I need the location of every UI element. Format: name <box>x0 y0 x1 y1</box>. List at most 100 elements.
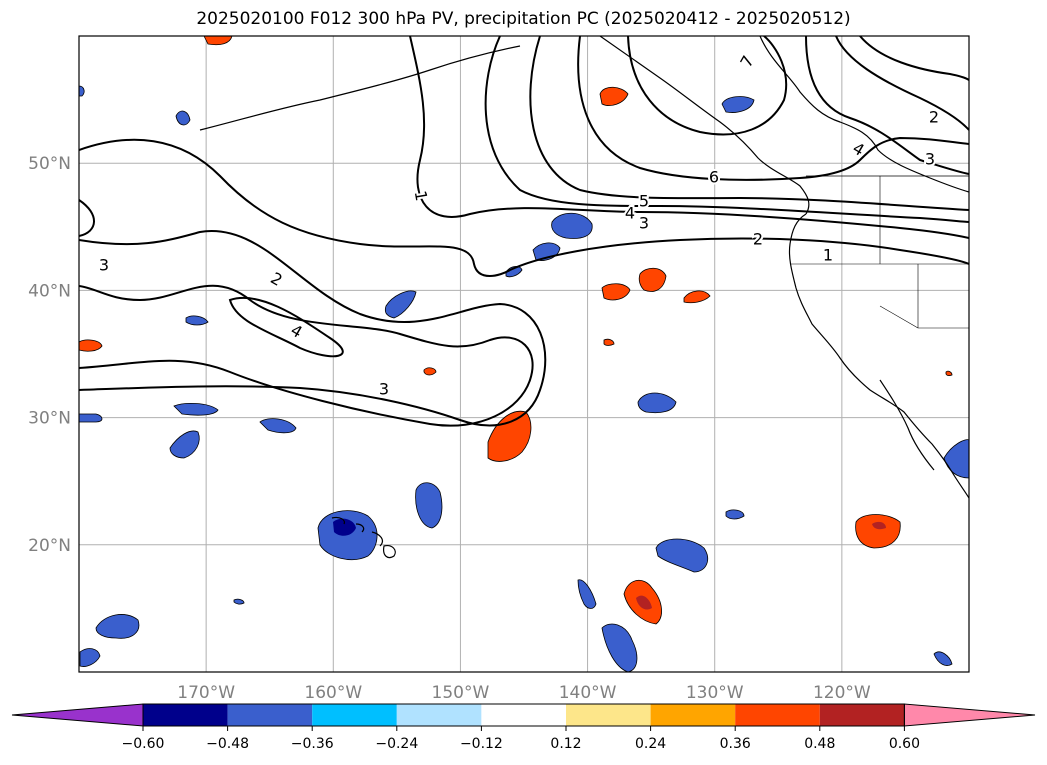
precip-positive-area <box>603 338 615 346</box>
lat-tick-label: 40°N <box>28 281 71 301</box>
colorbar-extend-max <box>903 703 1036 727</box>
colorbar-tick-label: 0.60 <box>889 736 920 752</box>
lat-tick-label: 50°N <box>28 154 71 174</box>
colorbar-segment <box>566 704 651 726</box>
colorbar-tick-label: −0.24 <box>375 736 418 752</box>
precip-negative-area <box>933 651 953 666</box>
latitude-labels: 50°N 40°N 30°N 20°N <box>28 154 71 556</box>
precip-negative-area <box>637 392 677 414</box>
alaska-coastline <box>599 36 810 215</box>
pv-contour-label: 6 <box>709 168 719 187</box>
lon-tick-label: 160°W <box>304 683 362 703</box>
aleutian-islands <box>199 45 521 131</box>
lon-tick-label: 150°W <box>432 683 490 703</box>
colorbar-segment <box>143 704 228 726</box>
pv-contour-label: 2 <box>753 230 763 249</box>
precip-positive-area <box>601 283 631 301</box>
pv-contour <box>409 36 969 239</box>
colorbar-segment <box>819 704 905 726</box>
pv-contour <box>79 199 95 237</box>
pv-contour <box>79 284 534 427</box>
colorbar-tick-label: 0.12 <box>550 736 581 752</box>
precip-negative-area <box>169 430 200 459</box>
pv-contour <box>577 36 969 181</box>
precip-negative-area <box>655 538 708 573</box>
pv-contour <box>627 36 788 136</box>
precip-positive-area <box>79 339 103 352</box>
precip-negative-area <box>721 96 755 113</box>
precip-positive-area <box>638 267 667 292</box>
west-coast-coastline <box>788 213 969 499</box>
colorbar-tick-label: −0.12 <box>460 736 503 752</box>
baja-coastline <box>879 379 935 471</box>
precip-negative-area <box>175 110 191 126</box>
precip-negative-area <box>79 648 101 667</box>
colorbar-extend-min <box>11 703 144 727</box>
us-state-borders <box>790 176 969 329</box>
pv-contour-label: 2 <box>929 108 939 127</box>
precip-negative-area <box>259 418 297 434</box>
colorbar-segment <box>312 704 397 726</box>
pv-contour-label: 4 <box>625 204 635 223</box>
precip-positive-area <box>855 514 901 549</box>
pv-contour-label: 1 <box>823 246 833 265</box>
precip-negative-area <box>725 509 745 520</box>
pv-contour <box>529 36 969 211</box>
map-frame <box>78 35 970 673</box>
pv-contour-label: 3 <box>99 256 109 275</box>
lon-tick-label: 120°W <box>813 683 871 703</box>
map-area <box>79 36 969 672</box>
precip-strong-negative-core <box>333 518 356 536</box>
precip-negative-area <box>415 482 443 529</box>
precip-negative-area <box>384 290 417 319</box>
precip-positive-area <box>487 410 532 462</box>
pv-contour-label: 3 <box>379 380 389 399</box>
pv-contour-label: 5 <box>639 192 649 211</box>
colorbar-tick-label: −0.36 <box>291 736 334 752</box>
colorbar-segment <box>481 704 566 726</box>
lat-tick-label: 20°N <box>28 536 71 556</box>
precip-negative-area <box>577 579 597 609</box>
north-america-coastline <box>759 36 969 193</box>
colorbar-tick-label: 0.36 <box>720 736 751 752</box>
coastlines <box>199 36 969 559</box>
precip-negative-area <box>185 315 209 326</box>
lon-tick-label: 130°W <box>686 683 744 703</box>
colorbar-frame <box>142 703 905 727</box>
precip-negative-area <box>601 623 638 672</box>
precip-negative-area <box>79 85 85 97</box>
colorbar-tick-label: −0.60 <box>122 736 165 752</box>
longitude-labels: 170°W 160°W 150°W 140°W 130°W 120°W <box>177 683 871 703</box>
colorbar-segment <box>396 704 482 726</box>
colorbar-tick-label: 0.24 <box>635 736 666 752</box>
hawaii-islands <box>331 516 396 559</box>
colorbar-segment <box>227 704 313 726</box>
colorbar-segment <box>650 704 736 726</box>
colorbar-tick-label: 0.48 <box>804 736 835 752</box>
precip-negative-area <box>79 413 103 423</box>
lat-tick-label: 30°N <box>28 409 71 429</box>
lon-tick-label: 170°W <box>177 683 235 703</box>
precip-positive-area <box>423 367 437 376</box>
pv-contour <box>79 138 969 277</box>
precip-strong-positive-core <box>872 521 886 530</box>
pv-contour <box>79 230 547 427</box>
pv-contour <box>835 36 969 131</box>
lon-tick-label: 140°W <box>559 683 617 703</box>
precip-positive-area <box>945 370 953 377</box>
pv-contour <box>228 297 344 358</box>
pv-contour <box>859 36 969 81</box>
colorbar <box>11 703 1036 727</box>
colorbar-tick-label: −0.48 <box>206 736 249 752</box>
pv-contours <box>79 36 969 427</box>
precip-negative-area <box>173 402 219 416</box>
precip-strong-positive-core <box>636 595 652 610</box>
pv-contour-label: 3 <box>925 150 935 169</box>
gridlines <box>79 36 969 672</box>
pv-contour <box>484 36 969 223</box>
precip-positive-area <box>599 86 629 106</box>
colorbar-segment <box>735 704 820 726</box>
pv-contour-label: 3 <box>639 214 649 233</box>
precip-negative-area <box>551 212 593 239</box>
